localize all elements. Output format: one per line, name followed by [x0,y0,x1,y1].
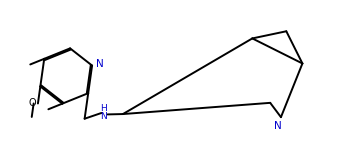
Text: N: N [274,121,282,131]
Text: O: O [28,98,36,108]
Text: H
N: H N [100,104,107,121]
Text: N: N [96,59,103,69]
